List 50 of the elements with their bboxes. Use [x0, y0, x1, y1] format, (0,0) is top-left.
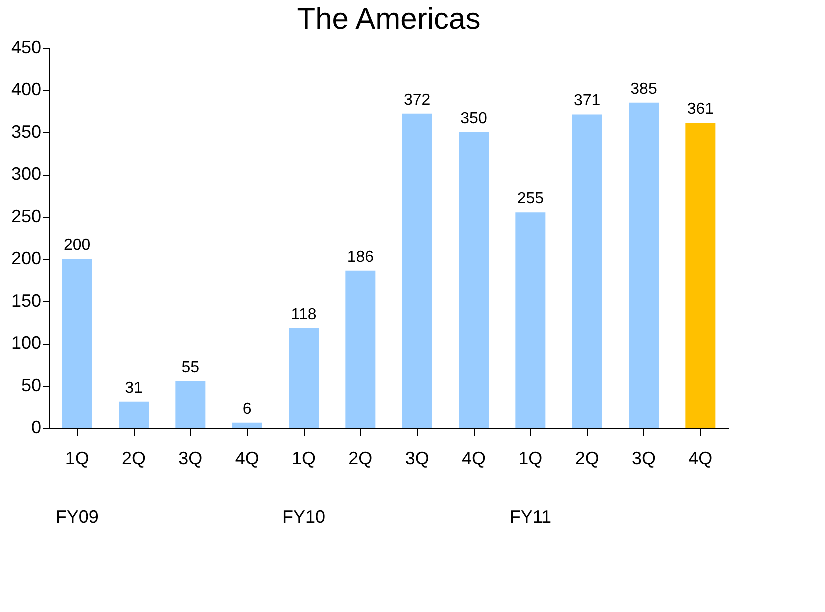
x-tick-label: 1Q	[292, 448, 316, 468]
x-tick-label: 3Q	[178, 448, 203, 468]
data-label: 255	[517, 190, 544, 208]
x-tick-label: 4Q	[235, 448, 260, 468]
x-tick-label: 1Q	[518, 448, 543, 468]
data-label: 200	[64, 237, 91, 254]
data-label: 372	[404, 92, 431, 109]
bar	[346, 270, 376, 428]
data-label: 31	[125, 380, 143, 397]
y-tick-label: 350	[11, 122, 42, 142]
bar	[176, 382, 206, 428]
y-tick-label: 50	[21, 375, 42, 396]
y-tick-label: 100	[11, 333, 42, 354]
x-tick-label: 4Q	[688, 448, 713, 468]
bar	[289, 328, 319, 428]
bar	[232, 422, 262, 428]
x-tick-label: 2Q	[575, 448, 600, 468]
data-label: 361	[687, 101, 714, 118]
bar	[629, 102, 659, 428]
x-tick-label: 1Q	[65, 448, 90, 468]
x-tick-label: 4Q	[462, 448, 486, 468]
bar	[686, 123, 716, 428]
data-label: 6	[242, 400, 252, 418]
text: FY10	[282, 507, 326, 527]
y-tick-label: 300	[11, 164, 42, 184]
x-tick-label: 2Q	[348, 448, 373, 468]
bar	[402, 114, 432, 428]
y-tick-label: 200	[11, 248, 42, 269]
chart-title: The Americas	[297, 3, 481, 36]
x-tick-label: 3Q	[632, 448, 656, 468]
bar	[119, 402, 149, 428]
bar	[572, 114, 602, 428]
data-label: 350	[460, 110, 488, 128]
x-tick-label: 3Q	[405, 448, 430, 468]
bar	[516, 212, 546, 428]
data-label: 55	[182, 360, 200, 377]
data-label: 371	[574, 92, 601, 110]
x-tick-label: 2Q	[122, 448, 146, 468]
y-tick-label: 400	[11, 80, 42, 100]
bar	[62, 259, 92, 428]
y-tick-label: 150	[11, 290, 42, 311]
data-label: 385	[630, 80, 658, 98]
data-label: 186	[347, 248, 374, 266]
bar	[459, 132, 489, 428]
y-tick-label: 0	[31, 418, 42, 438]
y-tick-label: 450	[11, 38, 42, 58]
text: FY09	[56, 507, 99, 527]
y-tick-label: 250	[11, 206, 42, 226]
text: FY11	[510, 507, 552, 527]
data-label: 118	[291, 306, 317, 324]
